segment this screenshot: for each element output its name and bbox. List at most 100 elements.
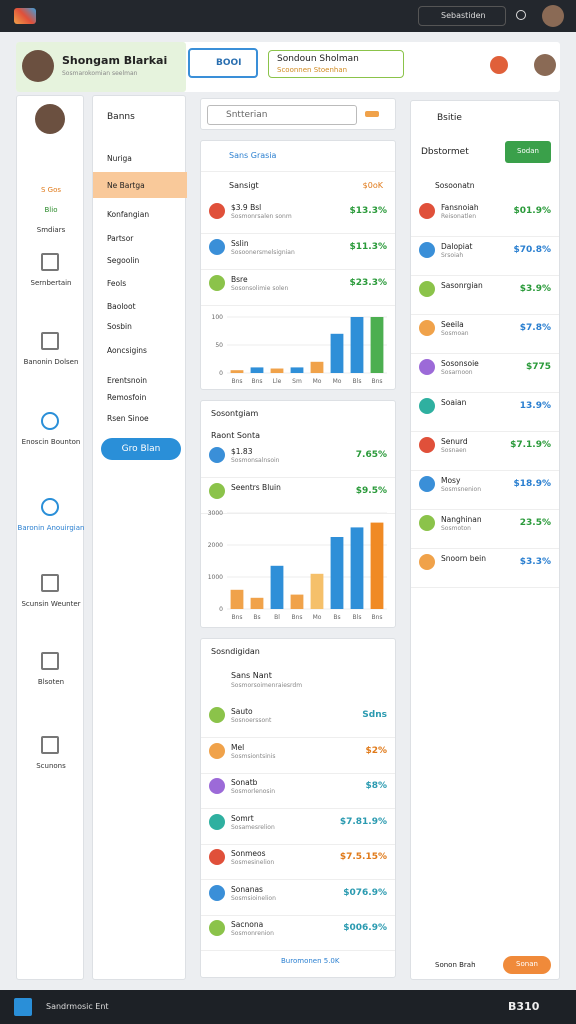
row-value: $70.8%	[513, 245, 552, 255]
row-value: $01.9%	[513, 206, 552, 216]
header: Shongam Blarkai Sosmarokomian seelman BO…	[16, 42, 560, 92]
divider	[201, 171, 395, 172]
logo[interactable]	[14, 8, 36, 24]
divider	[411, 236, 559, 237]
bar	[370, 317, 384, 373]
search-input[interactable]: Sntterian	[207, 105, 357, 125]
bar	[350, 527, 364, 609]
search-icon[interactable]	[365, 111, 379, 117]
sidebar-item[interactable]: Scunons	[36, 762, 66, 770]
bar	[310, 361, 324, 373]
menu-item[interactable]: Feols	[107, 279, 127, 288]
menu-item[interactable]: Ne Bartga	[107, 181, 145, 190]
bar	[270, 368, 284, 373]
divider	[201, 808, 395, 809]
search[interactable]: Sebastiden	[418, 6, 506, 26]
sidebar-item[interactable]: Blsoten	[37, 678, 65, 686]
divider	[201, 843, 395, 845]
sidebar-item[interactable]: Blio	[44, 206, 58, 214]
panel-subtitle: Dbstormet	[421, 147, 469, 157]
row-subtitle: Sosarnoon	[441, 369, 473, 376]
row-title: Nanghinan	[441, 515, 482, 524]
sidebar-icon	[41, 253, 59, 271]
menu-item[interactable]: Segoolin	[107, 256, 140, 265]
sidebar-item[interactable]: Enoscin Bounton	[21, 438, 81, 446]
bar	[250, 367, 264, 373]
row-title: Soaian	[441, 398, 467, 407]
sidebar-icon	[41, 736, 59, 754]
bar	[230, 589, 244, 609]
row-icon	[209, 239, 225, 255]
row-value: 13.9%	[519, 401, 551, 411]
row-title: Sauto	[231, 707, 253, 716]
user-avatar[interactable]	[534, 54, 556, 76]
section-bar	[411, 175, 559, 195]
profile-subtitle: Sosmarokomian seelman	[62, 70, 138, 77]
row-title: Sslin	[231, 239, 249, 248]
divider	[411, 431, 559, 432]
row-icon	[209, 742, 225, 759]
menu-item[interactable]: Sosbin	[107, 322, 132, 331]
top-bar: Sebastiden	[0, 0, 576, 32]
menu-item[interactable]: Remosfoin	[107, 393, 147, 402]
sidebar-item[interactable]: Banonin Dolsen	[23, 358, 79, 366]
taskbar-label: Sandrmosic Ent	[46, 1002, 109, 1011]
row-value: $7.81.9%	[339, 816, 387, 827]
y-tick-label: 2000	[208, 542, 223, 549]
bar	[310, 573, 324, 609]
row-value: $006.9%	[343, 923, 387, 933]
divider	[411, 509, 559, 510]
menu-item[interactable]: Erentsnoin	[107, 376, 148, 385]
row-subtitle: Sosonsolimie solen	[231, 285, 289, 292]
row-subtitle: Sosmoton	[441, 525, 471, 532]
x-tick-label: Bns	[291, 614, 302, 621]
row-value: $3.9%	[519, 284, 551, 294]
card: Sosndigidan Sans Nant Sosmorsoimenraiesrdm…	[200, 638, 396, 978]
card-subtitle: Raont Sonta	[211, 431, 261, 440]
row-subtitle: Sosmesinelion	[231, 859, 275, 866]
row-value: $13.3%	[349, 206, 388, 216]
right-panel: Bsitie Dbstormet Sodan Sosoonatn Fansnoiah Re…	[410, 100, 560, 980]
profile-card: Shongam Blarkai Sosmarokomian seelman	[16, 42, 186, 92]
sidebar-item[interactable]: Smdiars	[36, 226, 66, 234]
notification-icon[interactable]	[516, 10, 526, 20]
taskbar: Sandrmosic Ent B310	[0, 990, 576, 1024]
menu-button[interactable]: Gro Blan	[101, 438, 181, 460]
menu-item[interactable]: Nuriga	[107, 154, 132, 163]
sidebar-item[interactable]: Baronin Anouirgian	[17, 524, 85, 532]
badge-icon[interactable]	[490, 56, 508, 74]
sidebar-item[interactable]: Sernbertain	[30, 279, 72, 287]
avatar[interactable]	[542, 5, 564, 27]
menu-item[interactable]: Aoncsigins	[107, 346, 147, 355]
start-button[interactable]	[14, 998, 32, 1016]
divider	[201, 914, 395, 916]
search-button[interactable]: BOOI	[188, 48, 258, 78]
row-subtitle: Sosmorsoimenraiesrdm	[231, 682, 303, 689]
menu-item[interactable]: Baoloot	[107, 302, 136, 311]
sidebar-item[interactable]: S Gos	[40, 186, 62, 194]
bar	[330, 537, 344, 609]
menu-item[interactable]: Konfangian	[107, 210, 150, 219]
y-tick-label: 0	[219, 606, 223, 613]
divider	[411, 314, 559, 315]
sidebar-avatar	[35, 104, 65, 134]
row-icon	[209, 707, 225, 723]
sidebar-item[interactable]: Scunsin Weunter	[21, 600, 81, 608]
panel-button[interactable]: Sodan	[505, 141, 551, 163]
menu-item[interactable]: Rsen Sinoe	[107, 414, 149, 423]
card-title: Sosontgiam	[211, 409, 259, 418]
x-tick-label: Mo	[313, 614, 322, 621]
header-card: Sondoun Sholman Scoonnen Stoenhan	[268, 50, 404, 78]
row-title: Sasonrgian	[441, 281, 483, 290]
panel-footer-button[interactable]: Sonan	[503, 956, 551, 974]
card: Sosontgiam Raont Sonta $1.83 Sosmonsalnsoin…	[200, 400, 396, 628]
divider	[201, 269, 395, 270]
row-value: $775	[525, 362, 551, 372]
row-value: $9.5%	[355, 486, 387, 496]
sidebar-icon	[41, 412, 59, 430]
x-tick-label: Sm	[292, 378, 302, 385]
panel-footer: Sonon Brah	[435, 961, 476, 969]
row-subtitle: Reisonatlen	[441, 213, 477, 220]
menu-item[interactable]: Partsor	[107, 234, 134, 243]
row-subtitle: Sosmoan	[441, 330, 469, 337]
